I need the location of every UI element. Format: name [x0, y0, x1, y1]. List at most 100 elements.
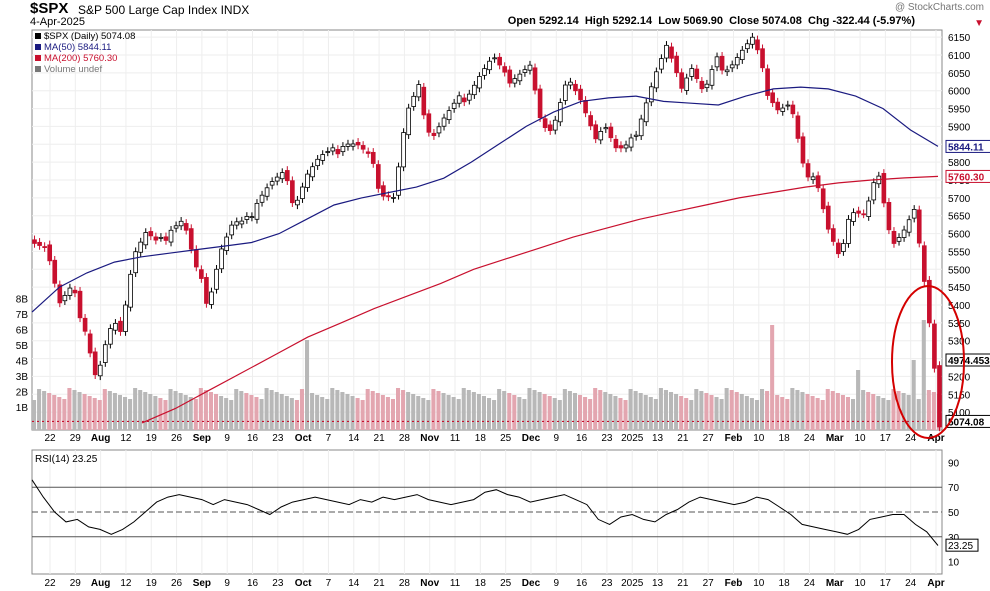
- volume-bar: [866, 392, 871, 430]
- volume-bar: [310, 393, 315, 430]
- candle-body: [527, 64, 533, 71]
- candle-body: [401, 132, 406, 168]
- candle-body: [138, 241, 144, 253]
- candle-body: [219, 248, 224, 270]
- rsi-x-tick-label: 12: [120, 578, 132, 589]
- candle-body: [552, 119, 558, 131]
- candle-body: [684, 77, 690, 91]
- price-x-tick-label: 29: [70, 433, 82, 444]
- volume-bar: [345, 394, 350, 430]
- volume-bar: [350, 396, 355, 430]
- volume-bar: [441, 393, 446, 430]
- candle-body: [102, 344, 108, 363]
- volume-bar: [229, 400, 234, 430]
- volume-bar: [926, 390, 931, 430]
- volume-bar: [815, 398, 820, 430]
- rsi-x-tick-label: 17: [880, 578, 892, 589]
- volume-bar: [689, 400, 694, 430]
- volume-bar: [77, 392, 82, 430]
- price-tick-label: 5650: [948, 212, 971, 223]
- price-tick-label: 5600: [948, 230, 971, 241]
- volume-bar: [618, 398, 623, 430]
- volume-bar: [906, 395, 911, 430]
- candle-body: [739, 49, 745, 61]
- candle-body: [497, 56, 502, 66]
- volume-bar: [32, 400, 37, 430]
- volume-bar: [168, 389, 173, 430]
- candle-body: [305, 173, 310, 188]
- volume-bar: [416, 396, 421, 430]
- volume-bar: [497, 389, 502, 430]
- price-x-tick-label: 17: [880, 433, 892, 444]
- ma50-badge: 5844.11: [948, 142, 984, 153]
- volume-bar: [694, 389, 699, 430]
- rsi-line: [31, 479, 939, 546]
- candle-body: [57, 284, 63, 304]
- price-x-tick-label: 27: [703, 433, 715, 444]
- rsi-x-tick-label: 10: [753, 578, 765, 589]
- rsi-x-tick-label: Aug: [91, 578, 110, 589]
- volume-bar: [198, 388, 203, 430]
- price-tick-label: 5700: [948, 194, 971, 205]
- volume-bar: [765, 391, 770, 430]
- candle-body: [760, 48, 765, 69]
- candle-body: [896, 237, 902, 242]
- legend-swatch: [35, 55, 41, 61]
- rsi-x-tick-label: 26: [171, 578, 183, 589]
- candle-body: [158, 236, 164, 239]
- candle-body: [249, 216, 255, 219]
- candle-body: [841, 243, 846, 252]
- candle-body: [472, 84, 477, 96]
- volume-bar: [436, 391, 441, 430]
- candle-body: [375, 164, 381, 189]
- volume-bar: [851, 399, 856, 430]
- volume-bar: [456, 399, 461, 430]
- volume-bar: [861, 390, 866, 430]
- chart-header: $SPX S&P 500 Large Cap Index INDX 4-Apr-…: [0, 0, 990, 30]
- legend-swatch: [35, 66, 41, 72]
- price-x-tick-label: 26: [171, 433, 183, 444]
- candle-body: [861, 213, 866, 216]
- candle-body: [345, 143, 351, 147]
- candle-body: [199, 269, 204, 279]
- partial-badge-box: [945, 353, 990, 367]
- candle-body: [67, 287, 73, 296]
- candle-body: [810, 176, 816, 181]
- price-x-tick-label: 9: [554, 433, 560, 444]
- volume-bar: [527, 388, 532, 430]
- volume-bar: [112, 393, 117, 430]
- volume-bar: [411, 394, 416, 430]
- volume-bar: [891, 389, 896, 430]
- candle-body: [446, 110, 452, 121]
- candle-body: [734, 57, 740, 66]
- rsi-x-tick-label: Sep: [193, 578, 211, 589]
- candle-body: [482, 68, 487, 76]
- rsi-x-tick-label: Mar: [826, 578, 844, 589]
- candle-body: [613, 138, 619, 149]
- candle-body: [47, 244, 53, 262]
- price-x-tick-label: 16: [247, 433, 259, 444]
- candle-body: [815, 175, 821, 189]
- volume-tick-label: 7B: [16, 310, 29, 321]
- candle-body: [163, 236, 169, 241]
- volume-tick-label: 8B: [16, 295, 29, 306]
- volume-bar: [117, 395, 122, 430]
- volume-bar: [542, 394, 547, 430]
- price-tick-label: 6000: [948, 87, 971, 98]
- volume-bar: [143, 392, 148, 430]
- volume-bar: [380, 395, 385, 430]
- volume-bar: [487, 398, 492, 430]
- candle-body: [891, 230, 897, 244]
- price-tick-label: 6050: [948, 69, 971, 80]
- price-x-tick-label: 12: [120, 433, 132, 444]
- price-x-tick-label: 23: [272, 433, 284, 444]
- volume-bar: [714, 397, 719, 430]
- candle-body: [780, 107, 786, 112]
- candle-body: [492, 57, 497, 60]
- volume-bar: [658, 388, 663, 430]
- volume-bar: [239, 391, 244, 430]
- volume-bar: [158, 398, 163, 430]
- price-tick-label: 6100: [948, 51, 971, 62]
- price-x-tick-label: Nov: [420, 433, 439, 444]
- volume-bar: [638, 393, 643, 430]
